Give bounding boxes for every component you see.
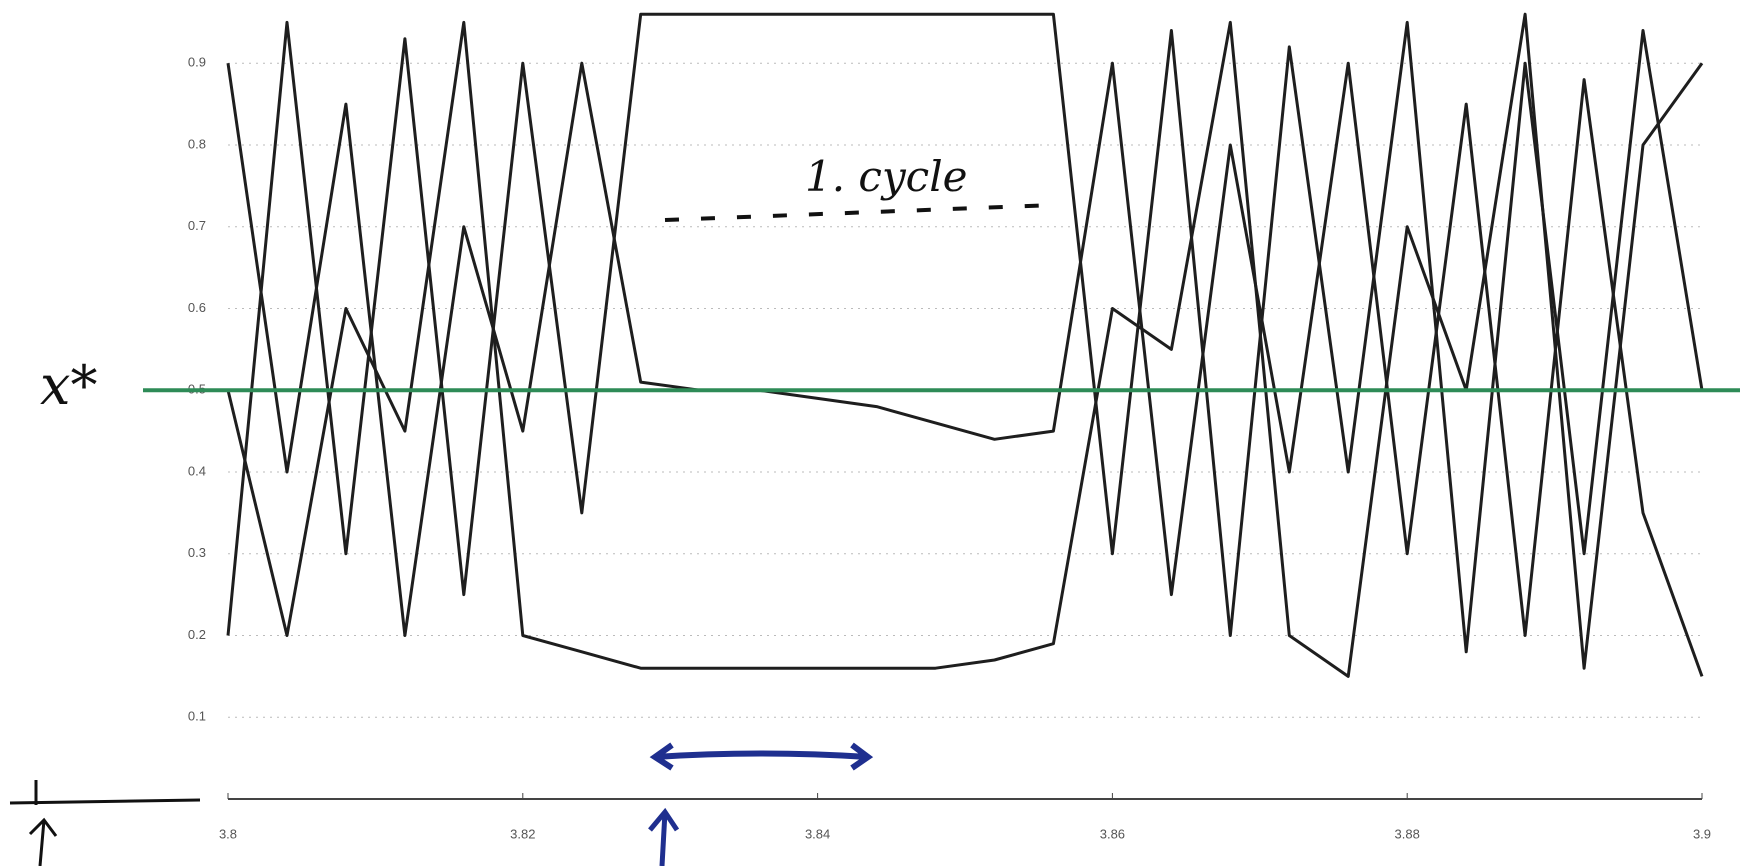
x-tick-label: 3.82 — [510, 826, 535, 841]
axis-extension — [10, 800, 200, 803]
x-tick-label: 3.88 — [1395, 826, 1420, 841]
y-tick-label: 0.7 — [188, 218, 206, 233]
y-tick-label: 0.6 — [188, 300, 206, 315]
x-tick-label: 3.86 — [1100, 826, 1125, 841]
y-tick-label: 0.3 — [188, 545, 206, 560]
x-tick-label: 3.84 — [805, 826, 830, 841]
arrow — [650, 812, 677, 866]
y-tick-label: 0.2 — [188, 627, 206, 642]
y-tick-label: 0.4 — [188, 463, 206, 478]
x-tick-label: 3.9 — [1693, 826, 1711, 841]
annotation: 1. cycle — [805, 152, 967, 201]
y-tick-label: 0.9 — [188, 55, 206, 70]
y-tick-label: 0.1 — [188, 709, 206, 724]
cycle-marker — [665, 205, 1055, 220]
arrow — [30, 820, 56, 866]
range-arrow — [655, 745, 868, 768]
y-axis-label: x* — [40, 354, 97, 417]
x-tick-label: 3.8 — [219, 826, 237, 841]
y-tick-label: 0.8 — [188, 136, 206, 151]
series-line — [228, 14, 1702, 676]
chart: x* 1. cycle 0.90.80.70.60.50.40.30.20.13… — [0, 0, 1744, 866]
